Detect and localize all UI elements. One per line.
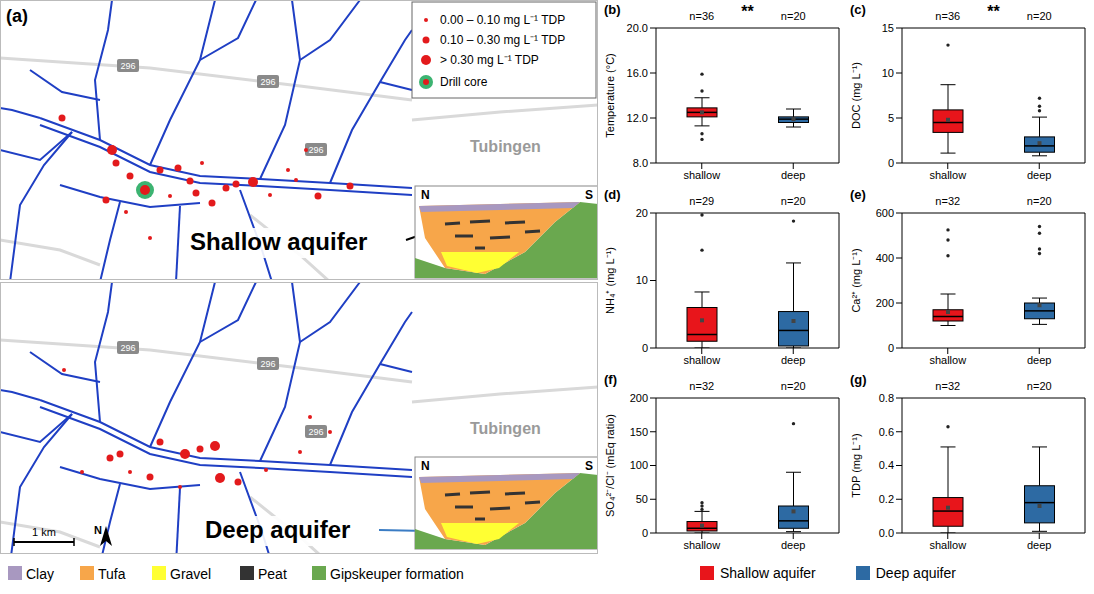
svg-text:DOC (mg L⁻¹): DOC (mg L⁻¹) [850, 62, 862, 129]
svg-text:200: 200 [876, 297, 894, 309]
html-text:(b): (b) [604, 2, 621, 17]
svg-text:shallow: shallow [929, 354, 966, 366]
svg-text:> 0.30 mg L⁻¹ TDP: > 0.30 mg L⁻¹ TDP [440, 53, 539, 67]
svg-text:S: S [585, 188, 593, 202]
svg-text:deep: deep [1027, 354, 1051, 366]
svg-text:296: 296 [308, 427, 323, 437]
svg-text:n=32: n=32 [935, 380, 960, 392]
svg-text:shallow: shallow [683, 354, 720, 366]
svg-text:296: 296 [260, 359, 275, 369]
svg-text:50: 50 [636, 493, 648, 505]
svg-text:Peat: Peat [258, 566, 287, 582]
svg-text:0.6: 0.6 [879, 426, 894, 438]
svg-text:100: 100 [630, 459, 648, 471]
svg-text:N: N [94, 524, 102, 536]
svg-text:n=20: n=20 [1027, 380, 1052, 392]
svg-text:n=20: n=20 [781, 380, 806, 392]
svg-text:N: N [421, 459, 430, 473]
svg-text:shallow: shallow [683, 169, 720, 181]
svg-text:20.0: 20.0 [627, 22, 648, 34]
svg-text:TDP (mg L⁻¹): TDP (mg L⁻¹) [850, 433, 862, 497]
html-text:(e): (e) [850, 187, 866, 202]
svg-text:0.2: 0.2 [879, 493, 894, 505]
svg-text:Shallow aquifer: Shallow aquifer [190, 228, 367, 255]
svg-text:n=32: n=32 [935, 195, 960, 207]
svg-text:16.0: 16.0 [627, 67, 648, 79]
svg-text:Clay: Clay [26, 566, 54, 582]
html-text:(d): (d) [604, 187, 621, 202]
svg-text:0: 0 [888, 157, 894, 169]
svg-text:5: 5 [888, 112, 894, 124]
svg-text:Tufa: Tufa [98, 566, 126, 582]
svg-text:600: 600 [876, 207, 894, 219]
svg-text:S: S [585, 459, 593, 473]
svg-text:deep: deep [1027, 169, 1051, 181]
svg-text:n=29: n=29 [689, 195, 714, 207]
svg-text:0.4: 0.4 [879, 459, 894, 471]
svg-text:10: 10 [636, 274, 648, 286]
svg-text:Gravel: Gravel [170, 566, 211, 582]
html-text:(f): (f) [604, 372, 617, 387]
svg-text:shallow: shallow [929, 169, 966, 181]
svg-text:Gipskeuper formation: Gipskeuper formation [330, 566, 464, 582]
svg-text:n=36: n=36 [689, 10, 714, 22]
svg-text:0: 0 [888, 342, 894, 354]
svg-text:SO₄²⁻/Cl⁻ (mEq ratio): SO₄²⁻/Cl⁻ (mEq ratio) [604, 414, 616, 517]
svg-text:10: 10 [882, 67, 894, 79]
svg-text:N: N [421, 188, 430, 202]
svg-text:0: 0 [642, 342, 648, 354]
svg-text:Drill core: Drill core [440, 75, 488, 89]
svg-text:n=20: n=20 [1027, 10, 1052, 22]
svg-text:(a): (a) [6, 6, 28, 26]
svg-text:shallow: shallow [929, 539, 966, 551]
svg-text:200: 200 [630, 392, 648, 404]
svg-text:deep: deep [781, 539, 805, 551]
html-text:Shallow aquifer: Shallow aquifer [720, 565, 816, 581]
svg-text:296: 296 [260, 77, 275, 87]
svg-text:Tubingen: Tubingen [470, 420, 541, 437]
svg-text:1 km: 1 km [32, 526, 56, 538]
svg-text:0.10 – 0.30 mg L⁻¹ TDP: 0.10 – 0.30 mg L⁻¹ TDP [440, 33, 565, 47]
svg-text:Tubingen: Tubingen [470, 138, 541, 155]
svg-text:n=20: n=20 [781, 195, 806, 207]
svg-text:400: 400 [876, 252, 894, 264]
svg-text:shallow: shallow [683, 539, 720, 551]
svg-text:Temperature (°C): Temperature (°C) [604, 53, 616, 137]
svg-text:296: 296 [308, 145, 323, 155]
html-text:Deep aquifer: Deep aquifer [875, 565, 956, 581]
svg-text:Deep aquifer: Deep aquifer [205, 516, 350, 543]
svg-text:0.0: 0.0 [879, 527, 894, 539]
svg-text:n=20: n=20 [781, 10, 806, 22]
svg-text:0.00 – 0.10 mg L⁻¹ TDP: 0.00 – 0.10 mg L⁻¹ TDP [440, 13, 565, 27]
svg-text:20: 20 [636, 207, 648, 219]
svg-text:150: 150 [630, 426, 648, 438]
svg-text:296: 296 [120, 343, 135, 353]
svg-text:deep: deep [781, 169, 805, 181]
svg-text:15: 15 [882, 22, 894, 34]
html-text:(c): (c) [850, 2, 866, 17]
svg-text:12.0: 12.0 [627, 112, 648, 124]
html-text:(g): (g) [850, 372, 867, 387]
svg-text:n=36: n=36 [935, 10, 960, 22]
svg-text:NH₄⁺ (mg L⁻¹): NH₄⁺ (mg L⁻¹) [604, 247, 616, 314]
svg-text:deep: deep [1027, 539, 1051, 551]
svg-text:n=20: n=20 [1027, 195, 1052, 207]
svg-text:8.0: 8.0 [633, 157, 648, 169]
svg-text:deep: deep [781, 354, 805, 366]
svg-text:296: 296 [120, 61, 135, 71]
svg-text:n=32: n=32 [689, 380, 714, 392]
svg-text:Ca²⁺ (mg L⁻¹): Ca²⁺ (mg L⁻¹) [850, 248, 862, 312]
svg-text:0: 0 [642, 527, 648, 539]
svg-text:0.8: 0.8 [879, 392, 894, 404]
